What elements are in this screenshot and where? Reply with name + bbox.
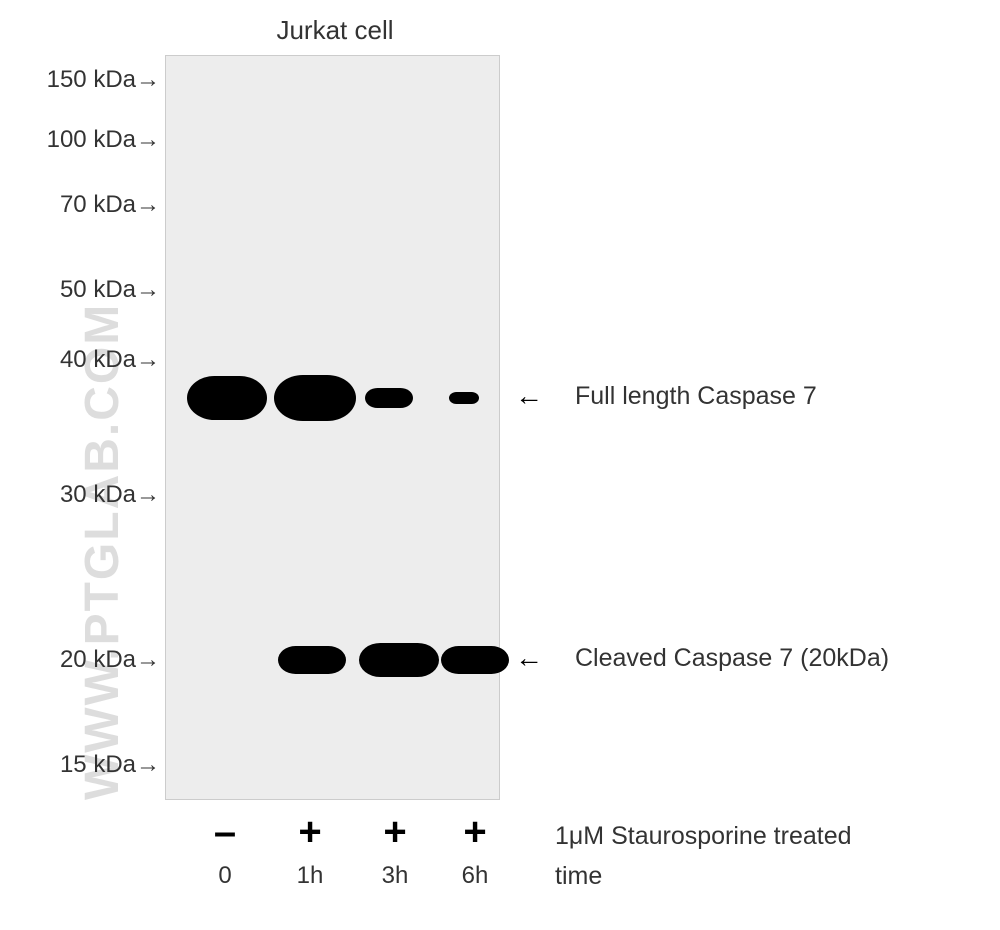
protein-band [187, 376, 267, 420]
lane-timepoint: 3h [375, 862, 415, 890]
treatment-label: 1μM Staurosporine treated [555, 822, 852, 851]
cleaved-label: Cleaved Caspase 7 (20kDa) [575, 644, 889, 673]
lane-treatment-sign: + [290, 810, 330, 855]
mw-marker: 20 kDa→ [60, 646, 160, 674]
lane-treatment-sign: + [375, 810, 415, 855]
protein-band [449, 392, 479, 404]
full-length-arrow: ← [515, 380, 555, 412]
protein-band [359, 643, 439, 677]
mw-marker: 50 kDa→ [60, 276, 160, 304]
mw-marker: 40 kDa→ [60, 346, 160, 374]
western-blot-figure: WWW.PTGLAB.COM Jurkat cell 150 kDa→ 100 k… [0, 0, 1000, 930]
sample-title: Jurkat cell [225, 15, 445, 46]
lane-timepoint: 1h [290, 862, 330, 890]
blot-membrane [165, 55, 500, 800]
lane-timepoint: 6h [455, 862, 495, 890]
lane-treatment-sign: – [205, 810, 245, 855]
time-label: time [555, 862, 602, 891]
lane-timepoint: 0 [205, 862, 245, 890]
mw-marker: 15 kDa→ [60, 751, 160, 779]
protein-band [365, 388, 413, 408]
mw-marker: 100 kDa→ [47, 126, 160, 154]
mw-marker: 30 kDa→ [60, 481, 160, 509]
mw-marker: 70 kDa→ [60, 191, 160, 219]
protein-band [274, 375, 356, 421]
watermark: WWW.PTGLAB.COM [75, 303, 130, 800]
full-length-label: Full length Caspase 7 [575, 382, 817, 411]
lane-treatment-sign: + [455, 810, 495, 855]
mw-marker: 150 kDa→ [47, 66, 160, 94]
protein-band [441, 646, 509, 674]
cleaved-arrow: ← [515, 642, 555, 674]
protein-band [278, 646, 346, 674]
